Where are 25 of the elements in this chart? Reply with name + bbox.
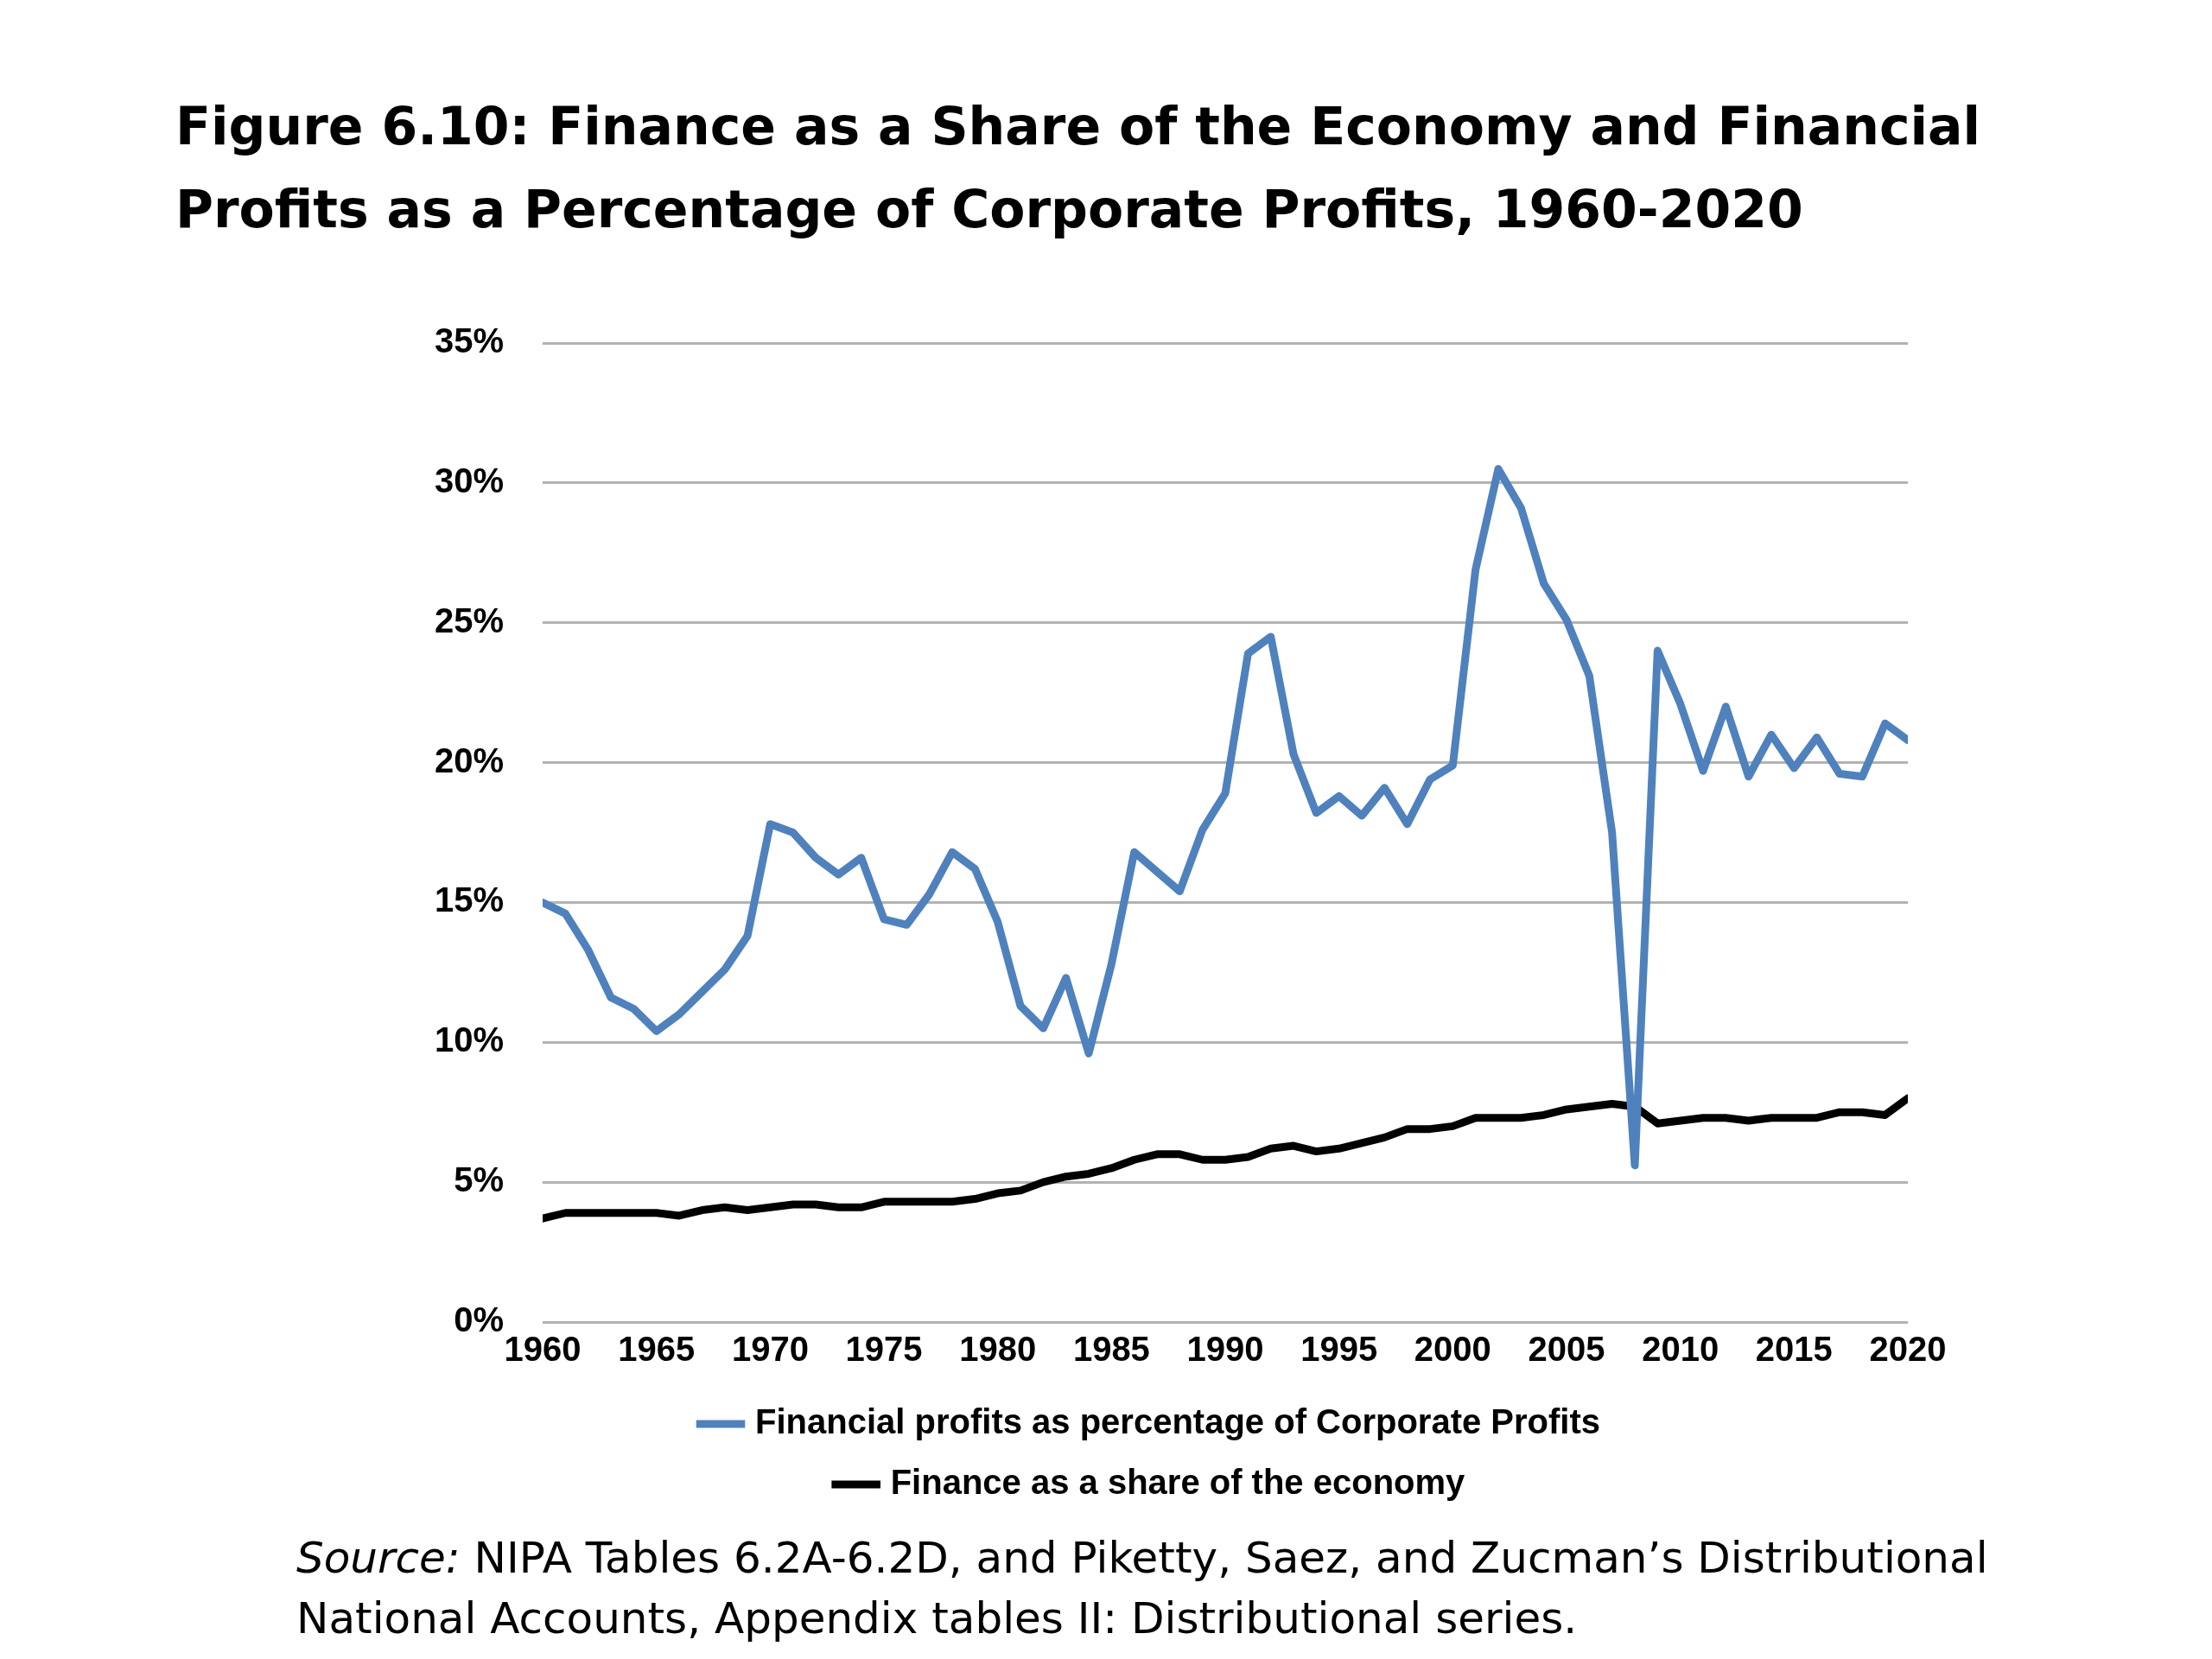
y-tick-label: 15%: [435, 880, 505, 919]
x-tick-label: 1990: [1186, 1330, 1264, 1369]
x-tick-label: 2010: [1642, 1330, 1719, 1369]
x-tick-label: 2020: [1869, 1330, 1947, 1369]
chart-title: Figure 6.10: Finance as a Share of the Economy and Financial Profits as a Percentage of Corporate Profits, 1960-2020: [175, 95, 1982, 241]
y-tick-label: 30%: [435, 461, 505, 499]
x-tick-label: 2015: [1755, 1330, 1833, 1369]
x-tick-label: 1960: [504, 1330, 582, 1369]
y-tick-label: 35%: [435, 321, 505, 360]
y-tick-label: 10%: [435, 1020, 505, 1059]
y-tick-label: 5%: [454, 1160, 505, 1199]
legend-label: Finance as a share of the economy: [890, 1463, 1466, 1502]
x-tick-label: 1985: [1072, 1330, 1150, 1369]
y-tick-label: 25%: [435, 601, 505, 639]
x-tick-label: 2000: [1414, 1330, 1491, 1369]
x-tick-label: 1980: [959, 1330, 1037, 1369]
x-tick-label: 1995: [1300, 1330, 1378, 1369]
y-tick-label: 20%: [435, 741, 505, 779]
y-tick-label: 0%: [454, 1300, 505, 1339]
x-tick-label: 1975: [845, 1330, 923, 1369]
x-tick-label: 2005: [1528, 1330, 1605, 1369]
x-tick-label: 1965: [618, 1330, 696, 1369]
source-note: Source: NIPA Tables 6.2A-6.2D, and Piketty, Saez, and Zucman’s Distributional National Accounts, Appendix tables II: Distributional series.: [296, 1533, 1988, 1643]
legend-label: Financial profits as percentage of Corporate Profits: [755, 1402, 1600, 1441]
x-tick-label: 1970: [731, 1330, 809, 1369]
